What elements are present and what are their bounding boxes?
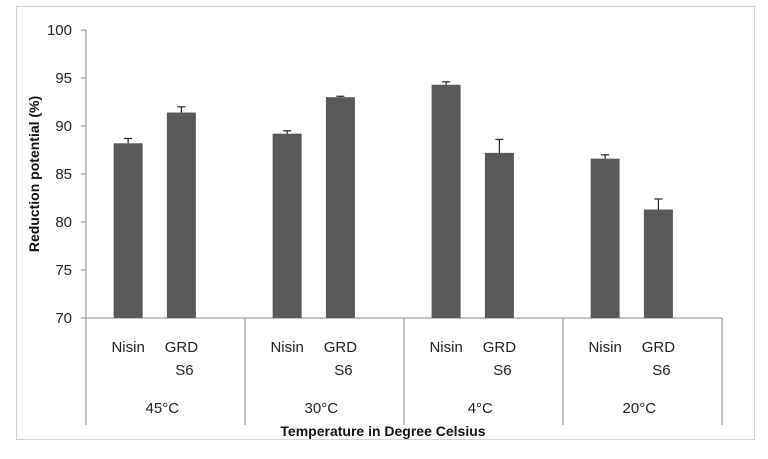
bars [113, 81, 673, 318]
bar-category-label: S6 [175, 362, 193, 379]
labels: Nisin GRD S6 45°C Nisin GRD S6 30°C Nisin GRD S6 4°… [111, 339, 675, 417]
bar [590, 158, 620, 318]
bar [484, 152, 514, 318]
bar-category-label: S6 [493, 362, 511, 379]
bar-category-label: Nisin [111, 339, 144, 356]
bar-category-label: GRD [324, 339, 358, 356]
bar [113, 143, 143, 318]
bar [643, 209, 673, 318]
y-tick-label: 70 [55, 310, 72, 327]
bar [166, 112, 196, 318]
group-label: 20°C [623, 400, 657, 417]
y-tick-label: 100 [47, 22, 72, 39]
chart-frame [16, 6, 755, 440]
bar-category-label: Nisin [588, 339, 621, 356]
group-label: 30°C [305, 400, 339, 417]
x-axis-title: Temperature in Degree Celsius [280, 423, 485, 439]
y-tick-label: 80 [55, 214, 72, 231]
y-tick-label: 95 [55, 70, 72, 87]
bar [272, 133, 302, 318]
y-tick-label: 85 [55, 166, 72, 183]
bar-category-label: S6 [334, 362, 352, 379]
bar-category-label: GRD [642, 339, 676, 356]
bar-category-label: Nisin [270, 339, 303, 356]
bar [325, 97, 355, 318]
bar-category-label: GRD [165, 339, 199, 356]
y-tick-label: 75 [55, 262, 72, 279]
bar-category-label: S6 [652, 362, 670, 379]
bar-category-label: Nisin [429, 339, 462, 356]
y-axis-title: Reduction potential (%) [26, 96, 42, 252]
y-tick-label: 90 [55, 118, 72, 135]
axes: 70 75 80 85 90 95 100 [47, 22, 723, 425]
group-label: 45°C [146, 400, 180, 417]
group-label: 4°C [468, 400, 493, 417]
bar [431, 84, 461, 318]
bar-category-label: GRD [483, 339, 517, 356]
